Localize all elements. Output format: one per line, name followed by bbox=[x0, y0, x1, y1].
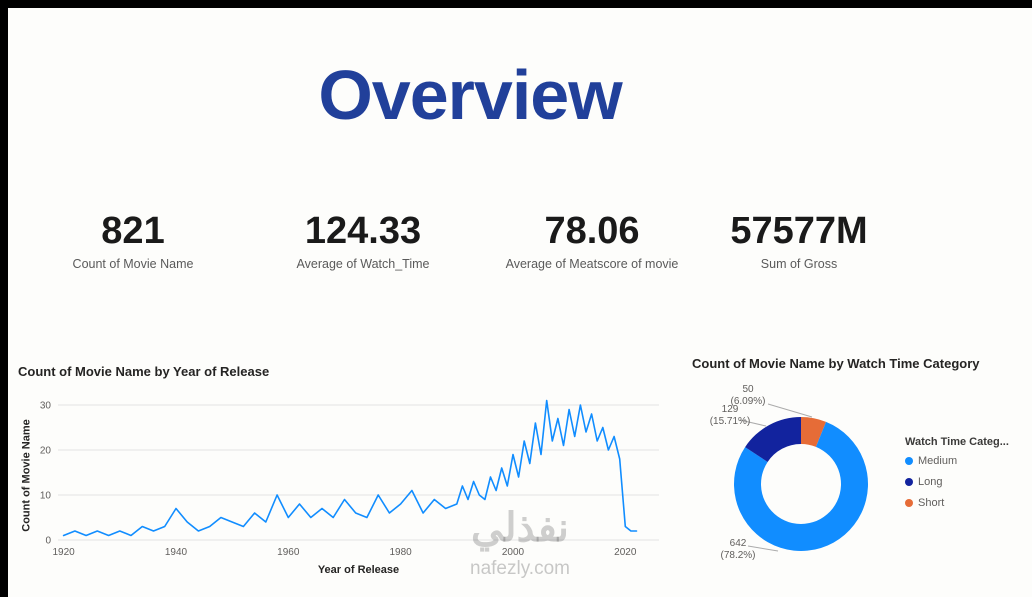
svg-text:2020: 2020 bbox=[614, 547, 637, 558]
kpi-card-average-watch-time[interactable]: 124.33 Average of Watch_Time bbox=[243, 208, 483, 271]
kpi-label: Count of Movie Name bbox=[72, 257, 194, 271]
left-black-bar bbox=[0, 0, 8, 597]
kpi-label: Sum of Gross bbox=[760, 257, 838, 271]
y-axis-title: Count of Movie Name bbox=[20, 419, 33, 532]
legend-label: Long bbox=[918, 476, 943, 488]
line-chart-title: Count of Movie Name by Year of Release bbox=[18, 364, 270, 379]
callout-percent: (6.09%) bbox=[730, 396, 766, 407]
svg-text:1960: 1960 bbox=[277, 547, 300, 558]
kpi-value: 124.33 bbox=[304, 210, 422, 252]
donut-callout-short: 50 (6.09%) bbox=[720, 384, 776, 408]
donut-chart-visual[interactable]: Count of Movie Name by Watch Time Catego… bbox=[690, 350, 1032, 597]
legend-item-long[interactable]: Long bbox=[905, 476, 1009, 488]
kpi-card-sum-of-gross[interactable]: 57577M Sum of Gross bbox=[679, 208, 919, 271]
svg-text:1980: 1980 bbox=[390, 547, 413, 558]
legend-title: Watch Time Categ... bbox=[905, 436, 1009, 448]
svg-text:1920: 1920 bbox=[52, 547, 75, 558]
legend-label: Medium bbox=[918, 455, 958, 467]
kpi-label: Average of Watch_Time bbox=[296, 257, 430, 271]
svg-text:20: 20 bbox=[40, 446, 52, 457]
kpi-value: 78.06 bbox=[544, 210, 640, 252]
donut-legend: Watch Time Categ... Medium Long Short bbox=[905, 436, 1009, 518]
kpi-label: Average of Meatscore of movie bbox=[505, 257, 679, 271]
legend-item-short[interactable]: Short bbox=[905, 497, 1009, 509]
svg-text:0: 0 bbox=[45, 536, 51, 547]
donut-callout-long: 129 (15.71%) bbox=[698, 404, 762, 428]
legend-bullet-icon bbox=[905, 457, 913, 465]
legend-bullet-icon bbox=[905, 499, 913, 507]
legend-bullet-icon bbox=[905, 478, 913, 486]
page-title: Overview bbox=[318, 56, 622, 134]
svg-text:1940: 1940 bbox=[165, 547, 188, 558]
callout-value: 50 bbox=[742, 384, 754, 395]
callout-percent: (15.71%) bbox=[709, 416, 751, 427]
kpi-value: 821 bbox=[101, 210, 165, 252]
svg-text:30: 30 bbox=[40, 401, 52, 412]
legend-item-medium[interactable]: Medium bbox=[905, 455, 1009, 467]
callout-percent: (78.2%) bbox=[720, 550, 756, 561]
svg-text:10: 10 bbox=[40, 491, 52, 502]
donut-chart-title: Count of Movie Name by Watch Time Catego… bbox=[692, 356, 980, 371]
svg-text:2000: 2000 bbox=[502, 547, 525, 558]
kpi-card-count-of-movie-name[interactable]: 821 Count of Movie Name bbox=[13, 208, 253, 271]
callout-value: 129 bbox=[721, 404, 739, 415]
line-chart-visual[interactable]: Count of Movie Name by Year of Release 0… bbox=[18, 356, 680, 596]
callout-value: 642 bbox=[729, 538, 747, 549]
kpi-card-average-meatscore[interactable]: 78.06 Average of Meatscore of movie bbox=[472, 208, 712, 271]
kpi-value: 57577M bbox=[730, 210, 868, 252]
donut-callout-medium: 642 (78.2%) bbox=[710, 538, 766, 562]
legend-label: Short bbox=[918, 497, 945, 509]
top-black-bar bbox=[0, 0, 1032, 8]
x-axis-title: Year of Release bbox=[317, 564, 400, 576]
line-chart-svg[interactable]: 0 10 20 30 1920 1940 1960 1980 2000 2020 bbox=[18, 388, 673, 560]
donut-chart-svg[interactable] bbox=[690, 350, 1032, 597]
